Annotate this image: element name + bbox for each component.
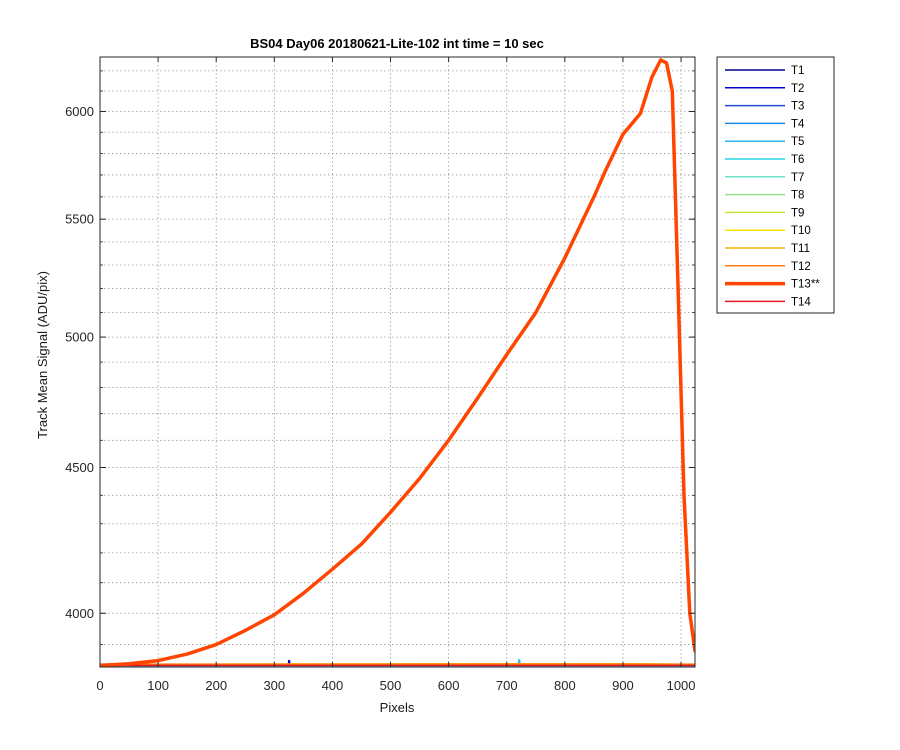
legend-entry: T2 bbox=[791, 83, 804, 95]
legend-entry: T14 bbox=[791, 296, 811, 308]
series-line-t13 bbox=[100, 58, 695, 667]
y-tick-label: 5000 bbox=[65, 330, 94, 345]
y-tick-label: 4000 bbox=[65, 606, 94, 621]
legend-entry: T4 bbox=[791, 118, 805, 130]
y-tick-label: 4500 bbox=[65, 460, 94, 475]
legend-entry: T11 bbox=[791, 243, 810, 255]
x-tick-label: 700 bbox=[496, 678, 518, 693]
legend-entry: T6 bbox=[791, 154, 804, 166]
legend-entry: T12 bbox=[791, 261, 811, 273]
x-axis-label: Pixels bbox=[380, 700, 415, 715]
chart-title: BS04 Day06 20180621-Lite-102 int time = … bbox=[250, 36, 544, 51]
legend-box bbox=[716, 56, 835, 314]
x-tick-label: 500 bbox=[380, 678, 402, 693]
legend-entry: T8 bbox=[791, 190, 804, 202]
legend-entry: T10 bbox=[791, 225, 811, 237]
grid-lines bbox=[100, 57, 695, 667]
x-tick-label: 600 bbox=[438, 678, 460, 693]
x-tick-label: 800 bbox=[554, 678, 576, 693]
legend-entry: T3 bbox=[791, 101, 804, 113]
legend-entry: T9 bbox=[791, 207, 804, 219]
y-tick-label: 5500 bbox=[65, 212, 94, 227]
axis-ticks: 0 100 200 300 400 500 600 700 800 900 1000 4000 4500… bbox=[65, 57, 696, 693]
x-tick-label: 0 bbox=[96, 678, 103, 693]
x-tick-label: 300 bbox=[263, 678, 285, 693]
x-tick-label: 100 bbox=[147, 678, 169, 693]
legend: T1 T2 T3 T4 T5 T6 T7 T8 T9 T10 T11 T12 T13** T14 bbox=[716, 56, 835, 314]
x-tick-label: 200 bbox=[205, 678, 227, 693]
legend-entry: T5 bbox=[791, 136, 804, 148]
legend-entry: T7 bbox=[791, 172, 804, 184]
legend-entry: T13** bbox=[791, 279, 820, 291]
y-tick-label: 6000 bbox=[65, 104, 94, 119]
x-tick-label: 1000 bbox=[667, 678, 696, 693]
x-tick-label: 400 bbox=[322, 678, 344, 693]
x-tick-label: 900 bbox=[612, 678, 634, 693]
y-axis-label: Track Mean Signal (ADU/pix) bbox=[35, 271, 50, 439]
legend-entry: T1 bbox=[791, 65, 804, 77]
